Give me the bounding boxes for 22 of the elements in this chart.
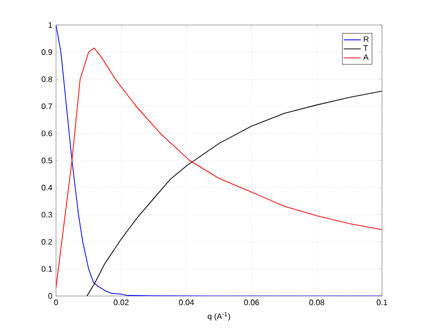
y-tick-label: 0.1 <box>42 266 52 272</box>
legend-label: A <box>363 54 369 60</box>
y-tick-label: 0 <box>48 293 52 299</box>
x-tick-label: 0.04 <box>178 300 194 306</box>
y-tick-label: 0.6 <box>42 130 52 136</box>
line-series <box>86 90 382 296</box>
x-axis-title: q (A$^{-1}$) <box>208 312 230 321</box>
y-tick-label: 0.9 <box>42 49 52 55</box>
x-tick-label: 0.06 <box>244 300 260 306</box>
y-tick-label: 0.5 <box>42 158 52 164</box>
y-tick-label: 0.4 <box>42 184 52 190</box>
y-tick-label: 0.8 <box>42 76 52 82</box>
legend-label: R <box>364 36 369 42</box>
x-tick-label: 0.1 <box>376 300 388 306</box>
legend-label: T <box>363 45 368 51</box>
y-tick-label: 0.2 <box>42 238 52 245</box>
x-tick-label: 0.02 <box>114 300 129 306</box>
y-tick-label: 1 <box>48 22 52 28</box>
y-tick-label: 0.3 <box>42 212 52 218</box>
x-tick-label: 0 <box>54 300 58 306</box>
y-tick-label: 0.7 <box>42 103 52 110</box>
x-tick-label: 0.08 <box>309 300 324 306</box>
